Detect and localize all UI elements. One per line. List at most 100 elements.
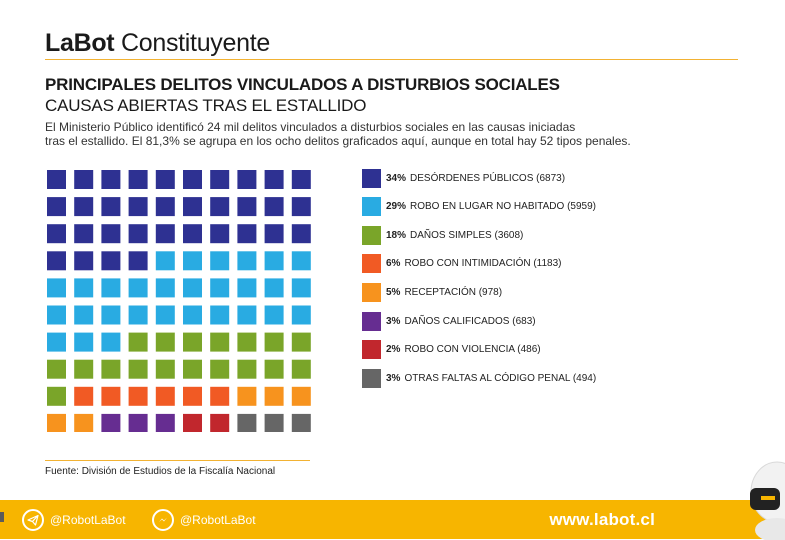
waffle-cell [47,224,66,244]
legend-label: 18% DAÑOS SIMPLES (3608) [386,230,523,241]
waffle-cell [74,386,94,406]
legend-item: 2% ROBO CON VIOLENCIA (486) [362,340,541,360]
waffle-cell [210,413,230,432]
chart-subtitle: CAUSAS ABIERTAS TRAS EL ESTALLIDO [45,96,367,115]
legend-swatch [362,168,381,188]
waffle-cell [155,386,175,406]
waffle-cell [210,224,230,244]
legend-percent: 2% [386,344,401,356]
waffle-cell [155,413,175,432]
waffle-cell [128,170,148,189]
waffle-cell [264,305,284,325]
waffle-cell [183,278,202,298]
brand-bold: LaBot [45,29,115,57]
legend-percent: 5% [386,286,401,298]
legend-item: 3% DAÑOS CALIFICADOS (683) [362,311,536,331]
legend-label: 29% ROBO EN LUGAR NO HABITADO (5959) [386,201,596,212]
waffle-cell [74,305,94,325]
waffle-cell [47,386,66,406]
legend-item: 5% RECEPTACIÓN (978) [362,282,502,302]
waffle-cell [155,197,175,217]
waffle-cell [264,278,284,298]
robot-mascot-icon [750,461,785,540]
waffle-cell [101,197,121,217]
waffle-cell [47,278,66,298]
waffle-cell [291,278,311,298]
waffle-cell [74,413,94,432]
waffle-cell [47,305,66,325]
waffle-cell [210,170,230,189]
header-divider [45,59,738,60]
waffle-cell [291,386,311,406]
messenger-handle: @RobotLaBot [180,513,256,527]
waffle-cell [291,332,311,352]
legend-label: 3% OTRAS FALTAS AL CÓDIGO PENAL (494) [386,373,596,384]
waffle-cell [47,332,66,352]
legend-item: 29% ROBO EN LUGAR NO HABITADO (5959) [362,197,596,217]
waffle-cell [101,332,121,352]
chart-description: El Ministerio Público identificó 24 mil … [45,120,685,148]
legend-percent: 3% [386,372,401,384]
waffle-cell [210,305,230,325]
legend-label: 34% DESÓRDENES PÚBLICOS (6873) [386,173,565,184]
waffle-cell [237,332,257,352]
waffle-cell [264,224,284,244]
legend-label: 5% RECEPTACIÓN (978) [386,287,502,298]
waffle-cell [101,278,121,298]
legend-name: ROBO CON VIOLENCIA (486) [404,344,541,356]
waffle-cell [210,386,230,406]
waffle-cell [128,386,148,406]
legend-percent: 29% [386,201,407,213]
waffle-cell [210,197,230,217]
waffle-cell [291,413,311,432]
waffle-cell [128,413,148,432]
waffle-cell [183,386,202,406]
legend-label: 6% ROBO CON INTIMIDACIÓN (1183) [386,258,562,269]
waffle-cell [183,413,202,432]
waffle-cell [155,224,175,244]
waffle-cell [210,278,230,298]
legend-name: ROBO CON INTIMIDACIÓN (1183) [404,258,562,270]
waffle-cell [101,224,121,244]
footer-bar: @RobotLaBot @RobotLaBot www.labot.cl [0,500,785,539]
telegram-link[interactable]: @RobotLaBot [22,509,126,531]
waffle-chart [47,170,311,432]
waffle-cell [128,305,148,325]
legend-swatch [362,282,381,302]
waffle-cell [237,224,257,244]
waffle-cell [291,359,311,379]
legend-swatch [362,254,381,274]
waffle-cell [183,170,202,189]
waffle-cell [74,224,94,244]
waffle-cell [264,413,284,432]
waffle-cell [155,278,175,298]
legend-name: DAÑOS SIMPLES (3608) [410,229,524,241]
waffle-cell [183,224,202,244]
telegram-handle: @RobotLaBot [50,513,126,527]
messenger-link[interactable]: @RobotLaBot [152,509,256,531]
waffle-cell [291,224,311,244]
legend-percent: 18% [386,229,407,241]
waffle-cell [155,359,175,379]
waffle-cell [291,305,311,325]
legend-swatch [362,225,381,245]
waffle-cell [237,251,257,271]
waffle-cell [128,251,148,271]
waffle-cell [291,197,311,217]
edge-marker [0,512,4,522]
legend-swatch [362,197,381,217]
waffle-cell [237,197,257,217]
legend-item: 18% DAÑOS SIMPLES (3608) [362,225,523,245]
legend-name: DAÑOS CALIFICADOS (683) [404,315,536,327]
website-link[interactable]: www.labot.cl [549,510,655,529]
legend-label: 3% DAÑOS CALIFICADOS (683) [386,316,536,327]
waffle-cell [155,251,175,271]
waffle-cell [47,413,66,432]
waffle-cell [74,332,94,352]
waffle-cell [155,170,175,189]
legend-name: OTRAS FALTAS AL CÓDIGO PENAL (494) [404,372,597,384]
chart-title: PRINCIPALES DELITOS VINCULADOS A DISTURB… [45,75,560,94]
messenger-icon [152,509,174,531]
source-divider [45,460,310,461]
waffle-cell [291,170,311,189]
